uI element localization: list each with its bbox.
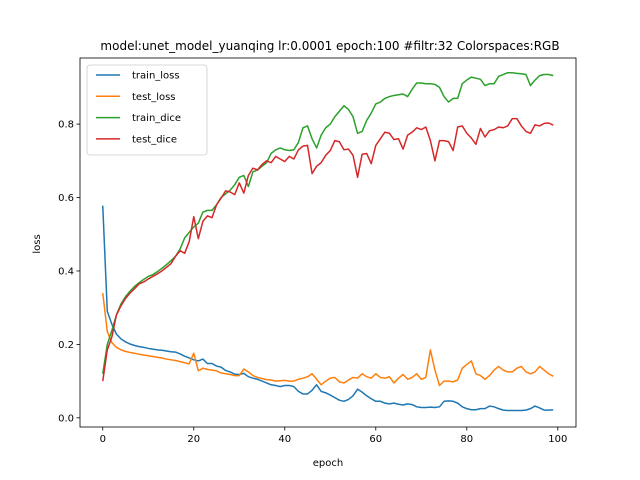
y-axis: 0.0 0.2 0.4 0.6 0.8 (58, 120, 80, 424)
y-tick-label: 0.0 (58, 413, 74, 424)
plot-lines (102, 71, 554, 412)
x-axis-label: epoch (313, 458, 343, 469)
legend-box (86, 64, 208, 156)
legend-label-test_dice: test_dice (132, 134, 177, 145)
y-tick-label: 0.8 (58, 120, 74, 131)
legend-label-test_loss: test_loss (132, 92, 176, 103)
y-tick-label: 0.4 (58, 266, 74, 277)
x-tick-label: 20 (187, 434, 200, 445)
x-tick-label: 100 (548, 434, 567, 445)
y-tick-label: 0.6 (58, 193, 74, 204)
legend-label-train_loss: train_loss (132, 71, 180, 82)
x-tick-label: 0 (100, 434, 106, 445)
chart-title: model:unet_model_yuanqing lr:0.0001 epoc… (100, 39, 559, 53)
series-line-test_loss (102, 292, 554, 387)
x-tick-label: 80 (460, 434, 473, 445)
y-axis-label: loss (32, 234, 43, 253)
x-tick-label: 60 (369, 434, 382, 445)
series-line-train_loss (102, 205, 554, 412)
series-line-test_dice (102, 117, 554, 382)
axes-border (79, 57, 577, 428)
x-axis: 0 20 40 60 80 100 (100, 427, 567, 445)
legend: train_loss test_loss train_dice test_dice (86, 64, 208, 156)
legend-label-train_dice: train_dice (132, 113, 181, 124)
y-tick-label: 0.2 (58, 340, 74, 351)
axes-frame (79, 57, 577, 428)
x-tick-label: 40 (278, 434, 291, 445)
